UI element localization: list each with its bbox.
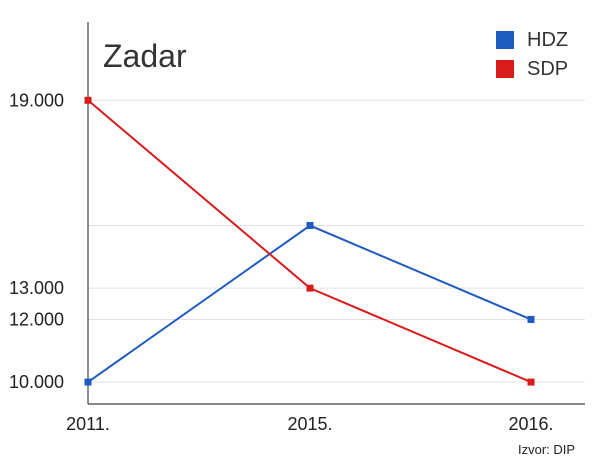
data-point-sdp-0	[84, 96, 92, 104]
series-line-sdp	[87, 99, 532, 384]
data-point-sdp-1	[306, 284, 314, 292]
legend-label-hdz: HDZ	[527, 29, 568, 51]
data-point-hdz-2	[527, 315, 535, 323]
data-point-sdp-2	[527, 378, 535, 386]
legend-swatch-sdp	[496, 60, 514, 78]
chart-title: Zadar	[103, 38, 187, 74]
grid-lines	[88, 99, 585, 383]
legend-label-sdp: SDP	[527, 58, 568, 80]
x-tick-label-1: 2015.	[287, 414, 332, 434]
x-tick-label-2: 2016.	[508, 414, 553, 434]
data-point-hdz-1	[306, 222, 314, 230]
series-line-hdz	[87, 224, 532, 383]
y-tick-labels: 19.000 13.000 12.000 10.000	[9, 90, 64, 392]
source-note: Izvor: DIP	[518, 442, 575, 457]
legend: HDZ SDP	[496, 29, 568, 80]
data-points	[84, 96, 535, 386]
y-tick-label-0: 19.000	[9, 90, 64, 110]
axes	[87, 22, 585, 405]
y-tick-label-3: 10.000	[9, 372, 64, 392]
x-tick-labels: 2011. 2015. 2016.	[66, 414, 553, 434]
series-lines	[87, 99, 532, 384]
y-tick-label-2: 12.000	[9, 309, 64, 329]
y-tick-label-1: 13.000	[9, 278, 64, 298]
x-tick-label-0: 2011.	[66, 414, 110, 434]
data-point-hdz-0	[84, 378, 92, 386]
legend-swatch-hdz	[496, 31, 514, 49]
